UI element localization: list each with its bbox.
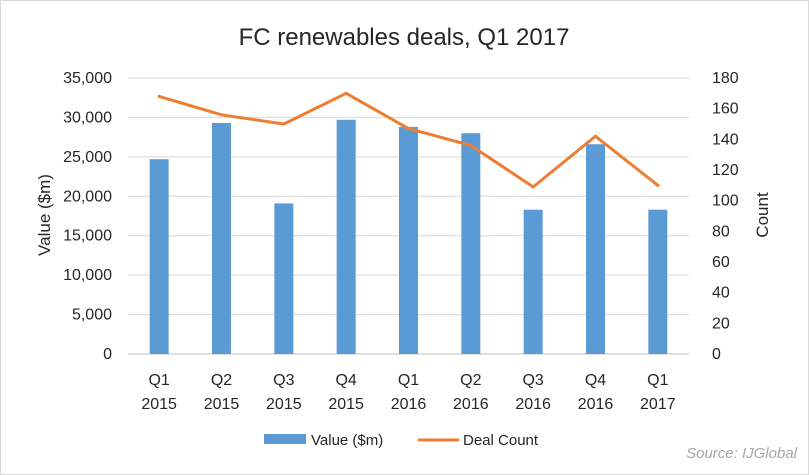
- bar: [586, 144, 605, 354]
- y-axis-label: Value ($m): [35, 174, 54, 256]
- y-axis-ticks: 0 5,000 10,000 15,000 20,000 25,000 30,000 35,0…: [63, 70, 112, 363]
- y2-axis-label: Count: [753, 192, 772, 238]
- x-tick-label: Q1: [398, 372, 419, 389]
- x-tick-label: 2016: [453, 396, 489, 413]
- y2-tick-label: 140: [712, 131, 739, 148]
- line-point: [282, 122, 286, 126]
- x-tick-label: Q2: [211, 372, 232, 389]
- x-tick-label: 2015: [328, 396, 364, 413]
- bar: [274, 203, 294, 354]
- legend-line-label: Deal Count: [463, 432, 539, 449]
- line-series: [157, 91, 660, 189]
- y-tick-label: 30,000: [63, 109, 112, 126]
- line-point: [220, 113, 223, 117]
- y-tick-label: 15,000: [63, 228, 112, 245]
- x-tick-label: Q1: [647, 372, 668, 389]
- legend: Value ($m) Deal Count: [264, 432, 539, 449]
- x-tick-label: Q1: [148, 372, 169, 389]
- x-tick-label: 2015: [204, 396, 240, 413]
- source-note: Source: IJGlobal: [686, 445, 798, 462]
- bar: [461, 133, 481, 354]
- y-tick-label: 5,000: [72, 307, 112, 324]
- y2-tick-label: 20: [712, 315, 730, 332]
- y2-tick-label: 60: [712, 254, 730, 271]
- bar: [648, 209, 668, 354]
- y2-tick-label: 0: [712, 346, 721, 363]
- line-point: [531, 185, 535, 189]
- x-tick-label: Q2: [460, 372, 481, 389]
- bar: [399, 126, 418, 355]
- y-tick-label: 20,000: [63, 188, 112, 205]
- y-tick-label: 0: [103, 346, 112, 363]
- y2-tick-label: 180: [712, 70, 739, 87]
- bar: [336, 119, 356, 355]
- x-tick-label: 2017: [640, 396, 676, 413]
- x-tick-label: 2016: [578, 396, 614, 413]
- x-tick-label: Q3: [522, 372, 543, 389]
- x-tick-label: Q4: [585, 372, 606, 389]
- line-point: [594, 134, 597, 138]
- y-tick-label: 10,000: [63, 267, 112, 284]
- x-tick-label: 2016: [391, 396, 427, 413]
- x-tick-label: Q3: [273, 372, 294, 389]
- y2-tick-label: 80: [712, 223, 730, 240]
- line-point: [157, 94, 161, 98]
- bar: [523, 209, 543, 354]
- x-tick-label: 2015: [266, 396, 302, 413]
- x-tick-label: 2016: [515, 396, 551, 413]
- x-tick-label: 2015: [141, 396, 177, 413]
- line-point: [344, 91, 348, 95]
- y-tick-label: 25,000: [63, 149, 112, 166]
- line-point: [469, 143, 473, 147]
- y2-tick-label: 160: [712, 101, 739, 118]
- y2-tick-label: 100: [712, 193, 739, 210]
- y2-tick-label: 40: [712, 285, 730, 302]
- legend-bar-swatch: [264, 434, 306, 444]
- y2-axis-ticks: 0 20 40 60 80 100 120 140 160 180: [712, 70, 739, 363]
- bar-series: [149, 119, 668, 355]
- line-point: [656, 183, 660, 187]
- bar: [212, 122, 231, 354]
- x-tick-label: Q4: [335, 372, 356, 389]
- y2-tick-label: 120: [712, 162, 739, 179]
- y-tick-label: 35,000: [63, 70, 112, 87]
- bar: [149, 159, 169, 354]
- x-axis-ticks: Q1 2015 Q2 2015 Q3 2015 Q4 2015 Q1 2016 Q2 2016 Q3 20…: [141, 372, 675, 413]
- legend-bar-label: Value ($m): [311, 432, 383, 449]
- chart-title: FC renewables deals, Q1 2017: [239, 24, 570, 51]
- line-point: [407, 127, 410, 131]
